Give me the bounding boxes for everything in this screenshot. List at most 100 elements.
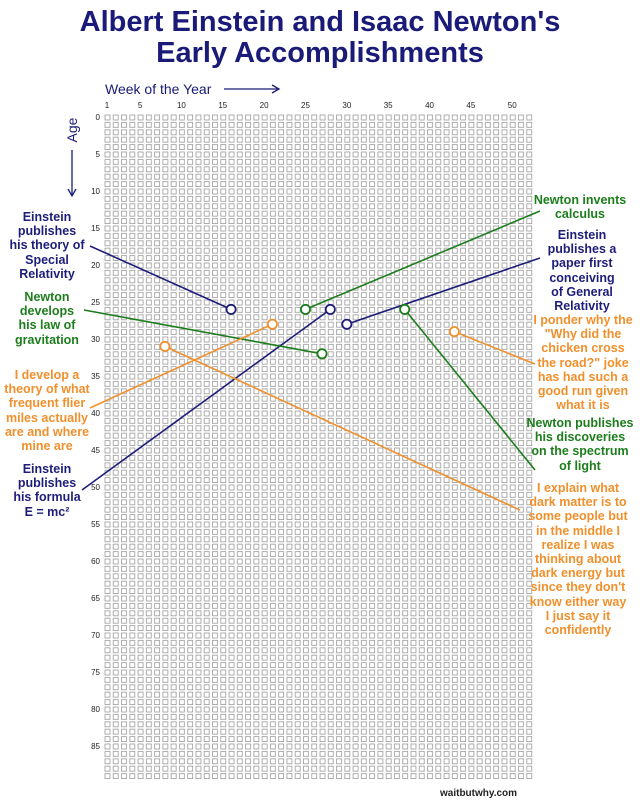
- x-tick-label: 40: [425, 101, 434, 110]
- annotation-line: Einstein: [22, 210, 72, 224]
- y-tick-label: 45: [91, 446, 100, 455]
- annotation-line: the road?" joke: [537, 355, 629, 370]
- x-axis-label: Week of the Year: [105, 81, 212, 97]
- annotation-line: mine are: [21, 439, 73, 454]
- week-grid: [104, 114, 535, 781]
- y-tick-label: 50: [91, 483, 100, 492]
- annotation-line: since they don't: [530, 580, 626, 595]
- annotation-line: his formula: [13, 490, 81, 505]
- annotation-line: I just say it: [545, 608, 611, 623]
- x-tick-label: 5: [138, 101, 143, 110]
- annotation-line: Einstein: [22, 462, 72, 476]
- annotation-newton: Newton invents calculus: [500, 193, 640, 221]
- annotation-line: paper first: [551, 256, 613, 271]
- annotation-line: his law of: [18, 318, 76, 333]
- leader-line: [83, 309, 323, 355]
- annotation-line: publishes a: [547, 242, 617, 257]
- annotation-einstein: Einstein publishes a paper first conceiving…: [502, 228, 640, 313]
- x-tick-label: 30: [342, 101, 351, 110]
- y-tick-label: 0: [96, 113, 101, 122]
- annotation-line: Newton: [24, 290, 70, 304]
- y-tick-label: 80: [91, 705, 100, 714]
- annotation-line: publishes: [17, 224, 77, 239]
- annotation-line: Einstein: [557, 228, 607, 242]
- y-tick-label: 60: [91, 557, 100, 566]
- x-tick-label: 50: [508, 101, 517, 110]
- annotation-newton: Newton publishes his discoveries on the sp…: [500, 416, 640, 473]
- y-tick-label: 15: [91, 224, 100, 233]
- annotation-line: some people but: [528, 509, 628, 524]
- annotation-line: chicken cross: [541, 341, 625, 356]
- annotation-line: miles actually: [6, 410, 88, 425]
- event-marker: [399, 303, 411, 315]
- annotation-line: frequent flier: [8, 396, 86, 411]
- y-tick-label: 20: [91, 261, 100, 270]
- event-marker: [448, 326, 460, 338]
- event-marker: [316, 348, 328, 360]
- annotation-line: develops: [19, 304, 75, 319]
- x-tick-label: 25: [301, 101, 310, 110]
- x-tick-label: 45: [466, 101, 475, 110]
- leader-line: [454, 330, 536, 365]
- annotation-line: calculus: [554, 207, 606, 222]
- annotation-line: "Why did the: [544, 327, 622, 342]
- annotation-me: I develop a theory of what frequent flier m…: [0, 368, 127, 453]
- annotation-line: confidently: [544, 623, 612, 638]
- y-tick-label: 65: [91, 594, 100, 603]
- annotation-line: his discoveries: [534, 430, 626, 445]
- annotation-line: know either way: [529, 594, 627, 609]
- y-tick-label: 75: [91, 668, 100, 677]
- annotation-line: gravitation: [15, 332, 79, 347]
- leader-line: [81, 308, 331, 491]
- y-tick-label: 70: [91, 631, 100, 640]
- leader-line: [89, 245, 232, 311]
- annotation-line: Newton publishes: [526, 416, 634, 430]
- leader-line: [346, 257, 541, 325]
- x-tick-label: 15: [218, 101, 227, 110]
- annotation-line: E = mc²: [24, 504, 70, 519]
- annotation-line: theory of what: [4, 382, 90, 397]
- y-tick-label: 25: [91, 298, 100, 307]
- title-line-1: Albert Einstein and Isaac Newton's: [79, 6, 561, 38]
- annotation-newton: Newton develops his law of gravitation: [0, 290, 127, 347]
- annotation-line: dark matter is to: [529, 495, 627, 510]
- leader-line: [404, 308, 536, 471]
- leader-line: [89, 323, 273, 409]
- annotation-einstein: Einstein publishes his formula E = mc²: [0, 462, 127, 519]
- title-line-2: Early Accomplishments: [156, 37, 484, 69]
- annotation-line: Special: [25, 252, 69, 267]
- x-tick-label: 20: [260, 101, 269, 110]
- y-tick-label: 35: [91, 372, 100, 381]
- x-tick-label: 1: [105, 101, 110, 110]
- annotation-line: of General: [551, 284, 613, 299]
- event-marker: [159, 340, 171, 352]
- x-tick-label: 10: [177, 101, 186, 110]
- y-tick-label: 30: [91, 335, 100, 344]
- event-marker: [299, 303, 311, 315]
- annotation-me: I ponder why the "Why did the chicken cros…: [503, 313, 640, 412]
- annotation-line: are and where: [4, 424, 90, 439]
- y-tick-label: 40: [91, 409, 100, 418]
- annotation-line: I develop a: [14, 368, 80, 382]
- event-marker: [225, 303, 237, 315]
- annotation-line: publishes: [17, 476, 77, 491]
- annotation-line: his theory of: [9, 238, 85, 253]
- y-axis-label: Age: [64, 117, 80, 142]
- annotation-line: Relativity: [19, 266, 75, 281]
- y-tick-label: 10: [91, 187, 100, 196]
- annotation-line: thinking about: [534, 552, 622, 567]
- x-tick-label: 35: [384, 101, 393, 110]
- annotation-einstein: Einstein publishes his theory of Special Rel…: [0, 210, 127, 281]
- x-axis-arrowhead: [271, 84, 281, 94]
- annotation-me: I explain what dark matter is to some peop…: [498, 481, 640, 637]
- leader-line: [305, 210, 541, 311]
- credit: waitbutwhy.com: [440, 788, 518, 799]
- event-marker: [266, 318, 278, 330]
- annotation-line: conceiving: [549, 270, 615, 285]
- annotation-line: Relativity: [554, 299, 610, 314]
- y-tick-label: 85: [91, 742, 100, 751]
- y-tick-label: 55: [91, 520, 100, 529]
- annotation-line: good run given: [537, 384, 629, 399]
